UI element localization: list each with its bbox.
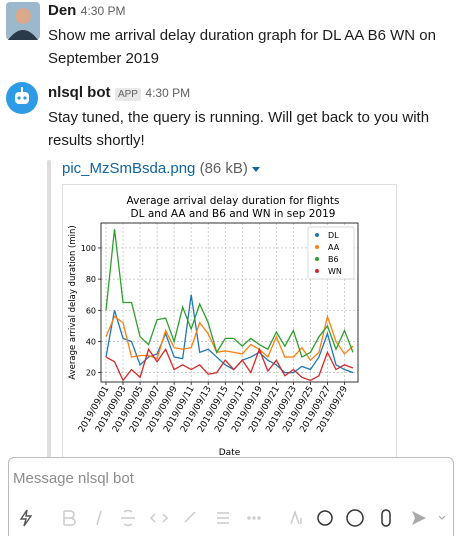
legend-marker [315, 233, 319, 237]
attachment-header: pic_MzSmBsda.png (86 kB) [62, 160, 260, 177]
send-icon[interactable] [412, 511, 426, 525]
composer[interactable]: Message nlsql bot [8, 457, 454, 536]
y-axis-label: Average arrival delay duration (min) [68, 225, 78, 379]
format-icon[interactable] [291, 512, 301, 524]
mention-icon[interactable] [318, 511, 332, 525]
legend-label: B6 [328, 255, 339, 264]
timestamp[interactable]: 4:30 PM [81, 4, 126, 18]
y-tick-label: 20 [86, 369, 96, 378]
legend-label: AA [328, 243, 340, 252]
image-frame: Average arrival delay duration for fligh… [62, 184, 397, 458]
message-text: Stay tuned, the query is running. Will g… [48, 106, 448, 152]
author[interactable]: nlsql bot [48, 84, 111, 101]
y-tick-label: 60 [86, 306, 96, 315]
bold-icon[interactable] [64, 511, 75, 525]
message-header: nlsql bot APP 4:30 PM [48, 84, 190, 102]
link-icon[interactable] [185, 512, 195, 522]
timestamp[interactable]: 4:30 PM [145, 86, 190, 100]
y-tick-label: 80 [86, 275, 96, 284]
series-line [106, 349, 353, 380]
den-avatar [6, 2, 40, 40]
legend-marker [315, 245, 319, 249]
y-tick-label: 40 [86, 337, 96, 346]
chart-title: Average arrival delay duration for fligh… [118, 195, 348, 221]
code-icon[interactable] [151, 514, 167, 522]
attach-icon[interactable] [382, 510, 390, 526]
italic-icon[interactable] [97, 511, 101, 525]
author[interactable]: Den [48, 2, 76, 19]
app-badge: APP [115, 88, 141, 101]
toolbar [9, 502, 453, 532]
legend-label: WN [328, 267, 342, 276]
emoji-icon[interactable] [347, 510, 363, 526]
strike-icon[interactable] [121, 511, 135, 526]
slack-page: Den 4:30 PM Show me arrival delay durati… [0, 0, 456, 536]
series-line [106, 295, 353, 373]
legend-marker [315, 257, 319, 261]
file-menu[interactable] [252, 167, 260, 172]
chart: 204060801002019/09/012019/09/032019/09/0… [63, 185, 396, 458]
message-header: Den 4:30 PM [48, 2, 126, 20]
file-size: (86 kB) [200, 160, 248, 177]
list-icon[interactable] [217, 513, 229, 523]
send-options[interactable] [439, 516, 445, 519]
bot-avatar [6, 82, 38, 114]
file-link[interactable]: pic_MzSmBsda.png [62, 160, 195, 177]
attachment-bar [47, 160, 51, 460]
legend-marker [315, 269, 319, 273]
legend-label: DL [328, 231, 339, 240]
message-text: Show me arrival delay duration graph for… [48, 24, 448, 70]
shortcut-icon[interactable] [21, 510, 31, 526]
y-tick-label: 100 [81, 244, 96, 253]
composer-placeholder[interactable]: Message nlsql bot [13, 470, 134, 487]
